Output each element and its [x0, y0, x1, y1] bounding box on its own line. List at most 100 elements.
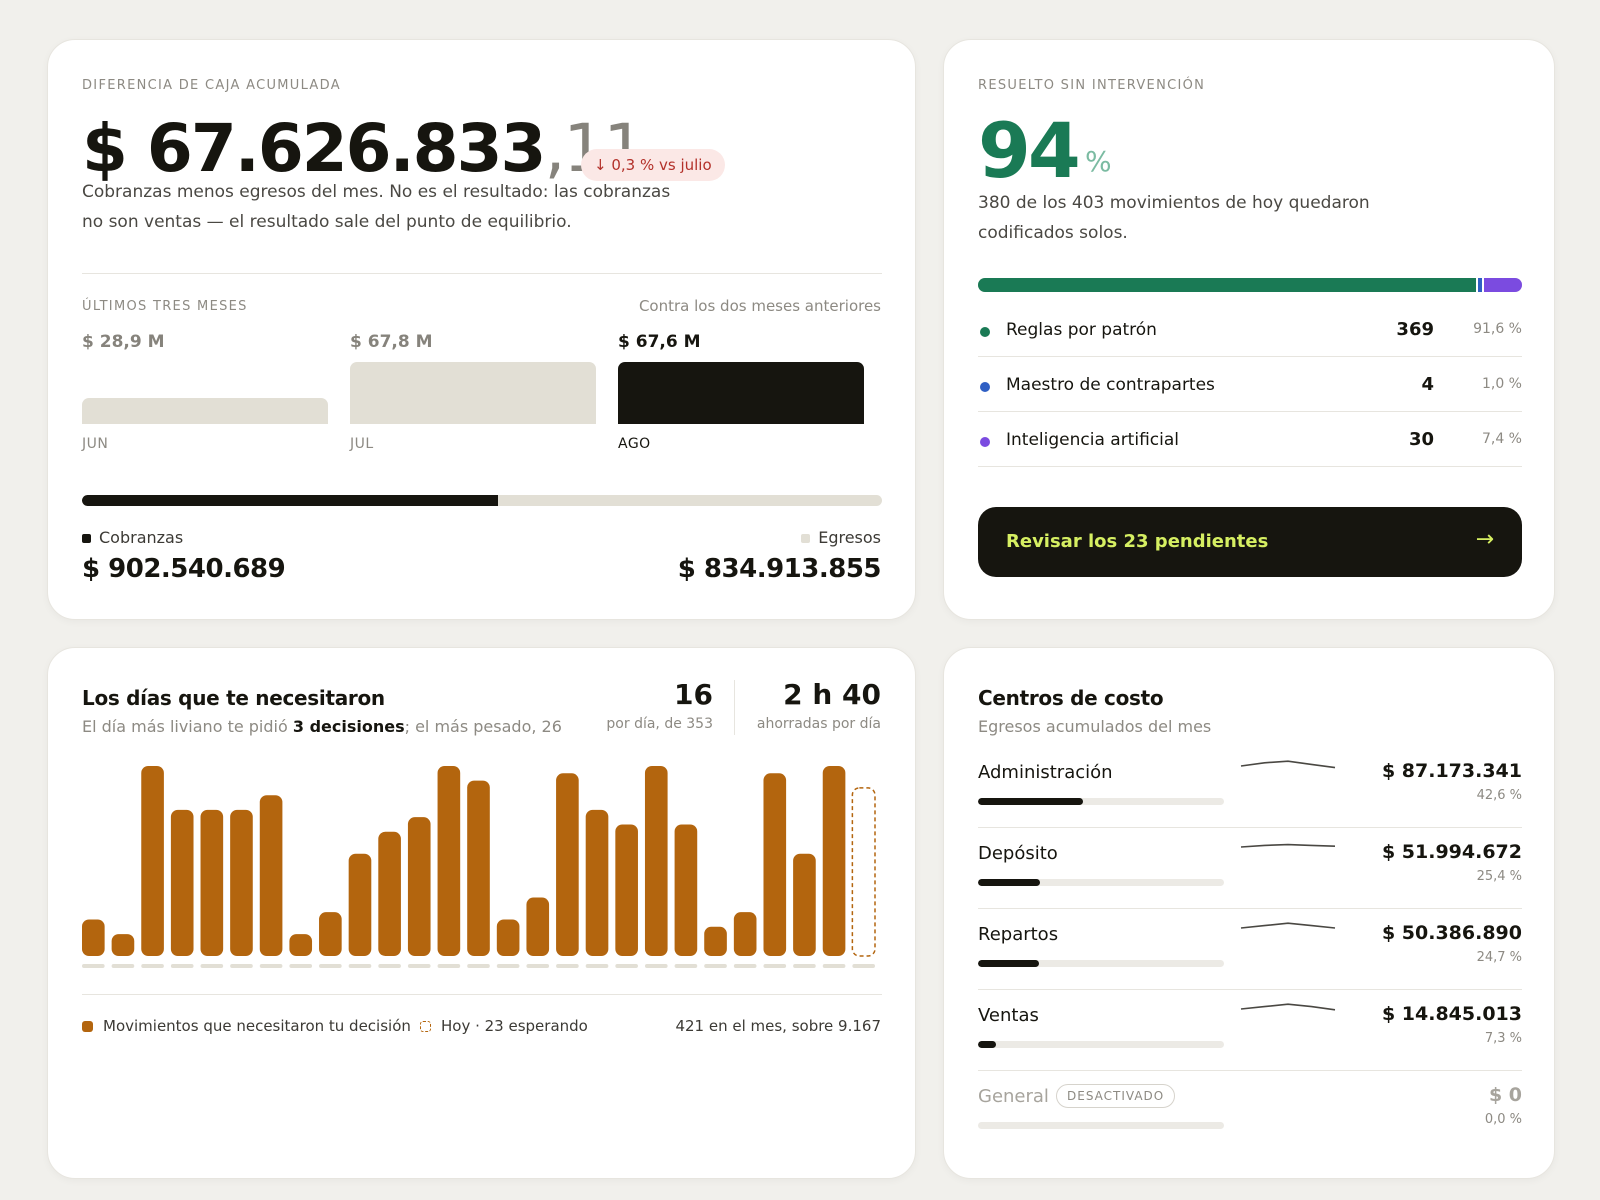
day-baseline: [230, 964, 253, 968]
auto-resolved-card: RESUELTO SIN INTERVENCIÓN 94 % 380 de lo…: [943, 39, 1555, 620]
day-bar: [467, 780, 490, 956]
day-baseline: [259, 964, 283, 968]
cost-center-amount: $ 87.173.341: [1381, 760, 1522, 782]
subtitle-pre: El día más liviano te pidió: [82, 717, 293, 736]
sparkline-path: [1240, 922, 1336, 929]
cobranzas-label: Cobranzas: [99, 528, 184, 547]
day-baseline: [82, 964, 105, 968]
month-bar-jul: [350, 362, 596, 424]
amount-integer: $ 67.626.833: [82, 110, 546, 187]
month-bar-jun: [82, 398, 328, 424]
source-percent: 91,6 %: [1473, 321, 1522, 337]
cobranzas-swatch: [82, 534, 91, 543]
day-bar: [319, 912, 342, 956]
day-bar: [348, 853, 372, 956]
source-dot: [980, 437, 990, 447]
sparkline-path: [1240, 760, 1336, 769]
saved-time-stat-value: 2 h 40: [783, 678, 881, 711]
cost-center-amount: $ 14.845.013: [1381, 1003, 1522, 1025]
day-baseline: [437, 964, 461, 968]
review-pending-label: Revisar los 23 pendientes: [1006, 531, 1269, 552]
cost-center-share-bar: [978, 960, 1224, 967]
decision-days-subtitle: El día más liviano te pidió 3 decisiones…: [82, 717, 562, 736]
cost-center-share-fill: [978, 879, 1041, 886]
day-bar: [289, 934, 313, 956]
day-bar: [615, 824, 638, 956]
day-baseline: [793, 964, 816, 968]
day-bar: [793, 853, 816, 956]
cash-difference-eyebrow: DIFERENCIA DE CAJA ACUMULADA: [82, 78, 341, 93]
month-bar-ago: [618, 362, 864, 424]
cost-center-share-bar: [978, 1122, 1224, 1129]
source-dot: [980, 382, 990, 392]
description-line: no son ventas — el resultado sale del pu…: [82, 212, 572, 232]
day-baseline: [822, 964, 846, 968]
cost-centers-subtitle: Egresos acumulados del mes: [978, 717, 1212, 736]
day-baseline: [763, 964, 787, 968]
cash-difference-card: DIFERENCIA DE CAJA ACUMULADA $ 67.626.83…: [47, 39, 916, 620]
stack-segment-2: [1481, 278, 1522, 292]
cash-flow-split-bar: [82, 495, 882, 506]
cost-center-row: Ventas $ 14.845.013 7,3 %: [978, 991, 1522, 1071]
egresos-amount: $ 834.913.855: [677, 554, 882, 584]
day-baseline: [644, 964, 668, 968]
source-row: Inteligencia artificial 30 7,4 %: [978, 412, 1522, 467]
stack-segment-0: [978, 278, 1477, 292]
day-bar: [585, 809, 609, 956]
saved-time-stat-label: ahorradas por día: [756, 716, 881, 732]
sources-stacked-bar: [978, 278, 1522, 292]
cost-center-row: Depósito $ 51.994.672 25,4 %: [978, 829, 1522, 909]
stats-divider: [734, 680, 735, 735]
source-row: Reglas por patrón 369 91,6 %: [978, 302, 1522, 357]
cost-center-row: Administración $ 87.173.341 42,6 %: [978, 748, 1522, 828]
day-baseline: [111, 964, 135, 968]
cobranzas-share-fill: [82, 495, 498, 506]
day-bar: [704, 926, 727, 956]
decisions-swatch: [82, 1021, 93, 1032]
cobranzas-amount: $ 902.540.689: [82, 554, 286, 584]
cost-center-share-bar: [978, 879, 1224, 886]
cost-center-sparkline: [1240, 760, 1336, 769]
day-bar: [822, 766, 846, 956]
egresos-legend: Egresos: [801, 528, 881, 547]
day-baseline: [348, 964, 372, 968]
day-bar: [200, 809, 224, 956]
cost-centers-title: Centros de costo: [978, 686, 1164, 710]
auto-resolved-percent: 94: [978, 106, 1081, 195]
description-line: 380 de los 403 movimientos de hoy quedar…: [978, 193, 1370, 213]
review-pending-button[interactable]: Revisar los 23 pendientes →: [978, 507, 1522, 577]
cost-center-amount: $ 50.386.890: [1381, 922, 1522, 944]
day-bar: [170, 809, 194, 956]
day-baseline: [378, 964, 401, 968]
egresos-label: Egresos: [818, 528, 881, 547]
day-bar: [437, 766, 461, 956]
cost-center-share-fill: [978, 798, 1083, 805]
cobranzas-legend: Cobranzas: [82, 528, 183, 547]
month-value-jun: $ 28,9 M: [82, 332, 165, 352]
description-line: codificados solos.: [978, 223, 1128, 243]
cost-center-amount: $ 51.994.672: [1381, 841, 1522, 863]
divider: [82, 994, 882, 995]
cost-center-share-bar: [978, 798, 1224, 805]
day-bar: [674, 824, 698, 956]
month-label-jun: JUN: [82, 436, 109, 452]
subtitle-bold: 3 decisiones: [292, 717, 405, 736]
cost-center-name: Administración: [978, 762, 1113, 783]
cost-center-sparkline: [1240, 843, 1336, 848]
subtitle-post: ; el más pesado, 26: [404, 717, 562, 736]
day-baseline: [170, 964, 194, 968]
day-baseline: [615, 964, 638, 968]
egresos-swatch: [801, 534, 811, 543]
day-bar: [496, 919, 520, 956]
today-bar: [851, 787, 876, 957]
cost-center-row-disabled: General DESACTIVADO $ 0 0,0 %: [978, 1072, 1522, 1152]
day-baseline: [852, 964, 875, 968]
day-bar: [82, 919, 105, 956]
cost-center-share-bar: [978, 1041, 1224, 1048]
months-compare-label: Contra los dos meses anteriores: [638, 297, 881, 315]
day-bar: [526, 897, 550, 956]
day-bar: [733, 912, 757, 956]
source-name: Maestro de contrapartes: [1006, 375, 1215, 395]
source-name: Reglas por patrón: [1006, 320, 1157, 340]
day-bar: [644, 766, 668, 956]
